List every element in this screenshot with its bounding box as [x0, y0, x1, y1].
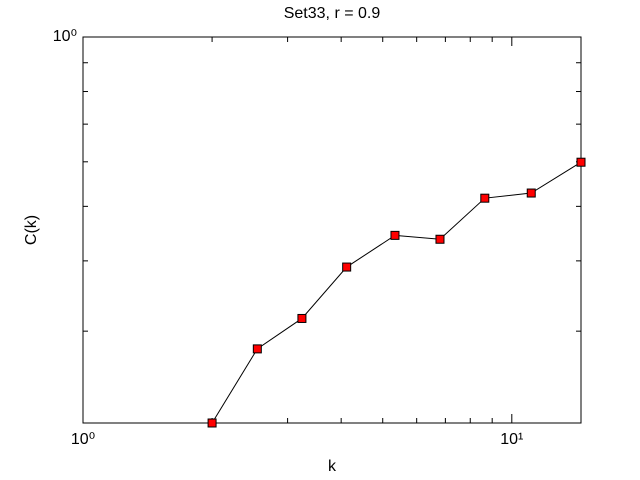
marker	[297, 313, 307, 323]
marker	[342, 262, 352, 272]
marker	[480, 193, 490, 203]
marker	[390, 230, 400, 240]
marker	[435, 234, 445, 244]
marker	[526, 188, 536, 198]
x-tick-label: 10¹	[500, 431, 523, 448]
marker	[207, 418, 217, 428]
x-tick-label: 10⁰	[71, 431, 95, 448]
chart-title: Set33, r = 0.9	[284, 5, 381, 22]
marker	[252, 344, 262, 354]
plot-area	[82, 36, 582, 424]
y-tick-label: 10⁰	[53, 28, 77, 45]
y-axis-label: C(k)	[23, 215, 40, 245]
x-axis-label: k	[328, 458, 337, 475]
marker	[576, 157, 586, 167]
